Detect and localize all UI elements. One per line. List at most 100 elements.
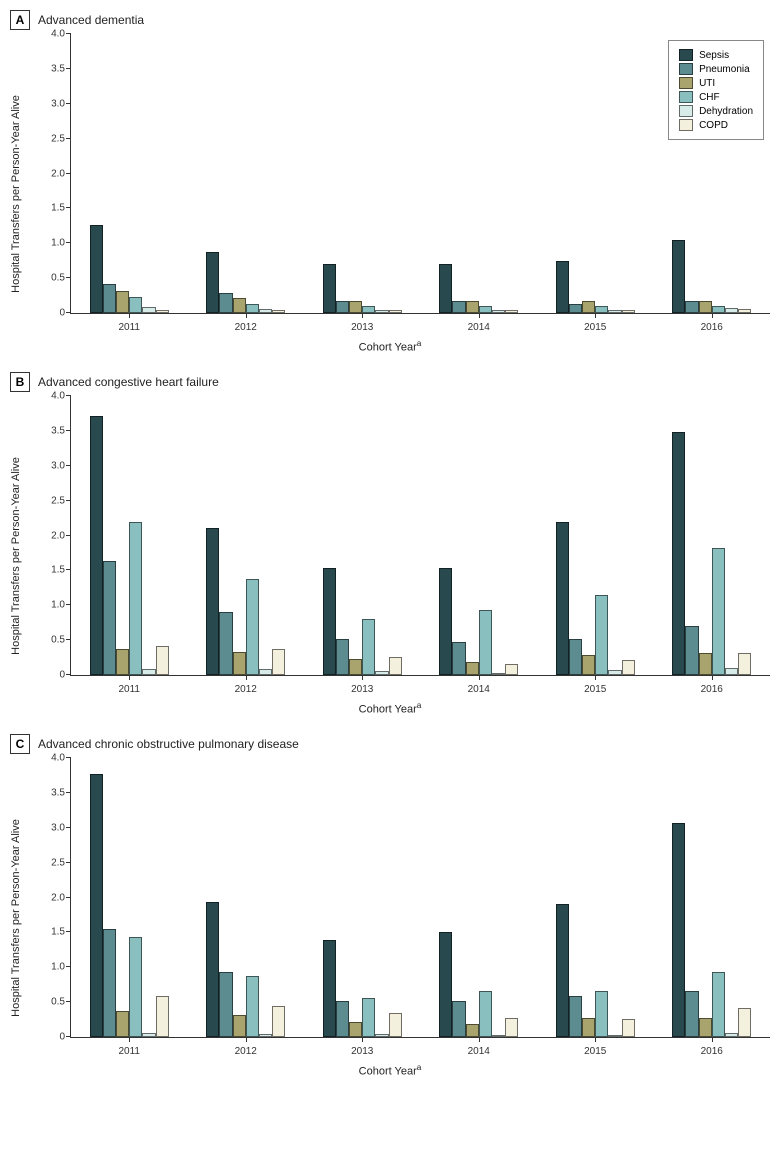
y-tick-label: 2.0 — [37, 530, 65, 541]
bar-copd — [738, 653, 751, 675]
legend-label: UTI — [699, 78, 715, 89]
x-axis-label: Cohort Yeara — [359, 1063, 422, 1078]
bar-chf — [246, 304, 259, 313]
bar-pneumonia — [452, 642, 465, 675]
bar-sepsis — [323, 264, 336, 313]
bar-pneumonia — [569, 639, 582, 675]
bar-dehydration — [259, 309, 272, 313]
x-tick-mark — [362, 675, 363, 680]
y-tick-label: 0.5 — [37, 273, 65, 284]
x-tick-label: 2011 — [118, 1046, 140, 1057]
legend-swatch — [679, 91, 693, 103]
panel-title: CAdvanced chronic obstructive pulmonary … — [10, 734, 770, 754]
bar-uti — [582, 655, 595, 675]
panel-title: BAdvanced congestive heart failure — [10, 372, 770, 392]
legend-item: Dehydration — [679, 105, 753, 117]
bar-sepsis — [672, 240, 685, 313]
x-tick-mark — [479, 1037, 480, 1042]
bar-dehydration — [142, 669, 155, 675]
y-tick-label: 3.0 — [37, 98, 65, 109]
x-axis-label: Cohort Yeara — [359, 339, 422, 354]
y-tick-mark — [66, 33, 71, 34]
bar-pneumonia — [452, 301, 465, 313]
x-tick-mark — [595, 1037, 596, 1042]
bar-dehydration — [375, 671, 388, 675]
bar-uti — [466, 1024, 479, 1037]
x-tick-mark — [479, 313, 480, 318]
plot: 00.51.01.52.02.53.03.54.0201120122013201… — [70, 758, 770, 1038]
panel-subtitle: Advanced dementia — [38, 13, 144, 27]
legend-label: Pneumonia — [699, 64, 750, 75]
bar-sepsis — [90, 416, 103, 675]
x-tick-label: 2014 — [468, 684, 490, 695]
panel-subtitle: Advanced chronic obstructive pulmonary d… — [38, 737, 299, 751]
bar-sepsis — [556, 261, 569, 313]
bar-chf — [479, 306, 492, 313]
bar-copd — [622, 310, 635, 313]
bar-copd — [738, 1008, 751, 1037]
bar-dehydration — [725, 308, 738, 313]
bar-uti — [233, 1015, 246, 1037]
legend-swatch — [679, 49, 693, 61]
bar-pneumonia — [103, 561, 116, 675]
bar-copd — [505, 664, 518, 675]
bar-sepsis — [556, 522, 569, 675]
bar-copd — [272, 649, 285, 676]
bar-pneumonia — [569, 996, 582, 1037]
bar-chf — [595, 306, 608, 313]
panel-letter: B — [10, 372, 30, 392]
y-tick-label: 4.0 — [37, 29, 65, 40]
x-tick-mark — [595, 675, 596, 680]
x-tick-mark — [595, 313, 596, 318]
bar-uti — [699, 1018, 712, 1037]
legend: SepsisPneumoniaUTICHFDehydrationCOPD — [668, 40, 764, 140]
y-tick-mark — [66, 827, 71, 828]
y-tick-mark — [66, 1001, 71, 1002]
y-tick-label: 4.0 — [37, 753, 65, 764]
bar-chf — [479, 991, 492, 1037]
legend-label: COPD — [699, 120, 728, 131]
bar-pneumonia — [336, 639, 349, 675]
bar-copd — [156, 996, 169, 1037]
y-tick-mark — [66, 207, 71, 208]
y-tick-mark — [66, 1036, 71, 1037]
y-tick-mark — [66, 277, 71, 278]
bar-pneumonia — [685, 626, 698, 675]
bar-uti — [349, 1022, 362, 1037]
y-tick-label: 1.5 — [37, 565, 65, 576]
bar-chf — [712, 306, 725, 313]
x-tick-mark — [246, 675, 247, 680]
y-tick-label: 0 — [37, 1032, 65, 1043]
bar-sepsis — [672, 432, 685, 675]
bar-pneumonia — [685, 301, 698, 313]
panel-letter: A — [10, 10, 30, 30]
x-tick-mark — [129, 675, 130, 680]
y-tick-label: 0 — [37, 308, 65, 319]
y-tick-mark — [66, 68, 71, 69]
bar-pneumonia — [336, 301, 349, 313]
y-tick-mark — [66, 312, 71, 313]
chart-area: Hospital Transfers per Person-Year Alive… — [10, 758, 770, 1078]
legend-label: Sepsis — [699, 50, 729, 61]
panel-B: BAdvanced congestive heart failureHospit… — [10, 372, 770, 716]
y-tick-mark — [66, 792, 71, 793]
x-tick-mark — [712, 675, 713, 680]
y-axis-label: Hospital Transfers per Person-Year Alive — [10, 95, 22, 293]
x-tick-label: 2015 — [584, 1046, 606, 1057]
bar-pneumonia — [219, 972, 232, 1037]
bar-uti — [233, 298, 246, 313]
y-tick-mark — [66, 465, 71, 466]
y-tick-mark — [66, 103, 71, 104]
x-tick-mark — [362, 313, 363, 318]
y-tick-mark — [66, 931, 71, 932]
bar-uti — [349, 659, 362, 675]
bar-chf — [362, 998, 375, 1037]
bar-pneumonia — [103, 284, 116, 313]
bar-chf — [246, 579, 259, 675]
y-tick-label: 3.5 — [37, 63, 65, 74]
x-tick-mark — [362, 1037, 363, 1042]
bar-copd — [272, 310, 285, 313]
x-tick-label: 2012 — [235, 684, 257, 695]
bar-dehydration — [375, 310, 388, 313]
bar-sepsis — [90, 774, 103, 1037]
